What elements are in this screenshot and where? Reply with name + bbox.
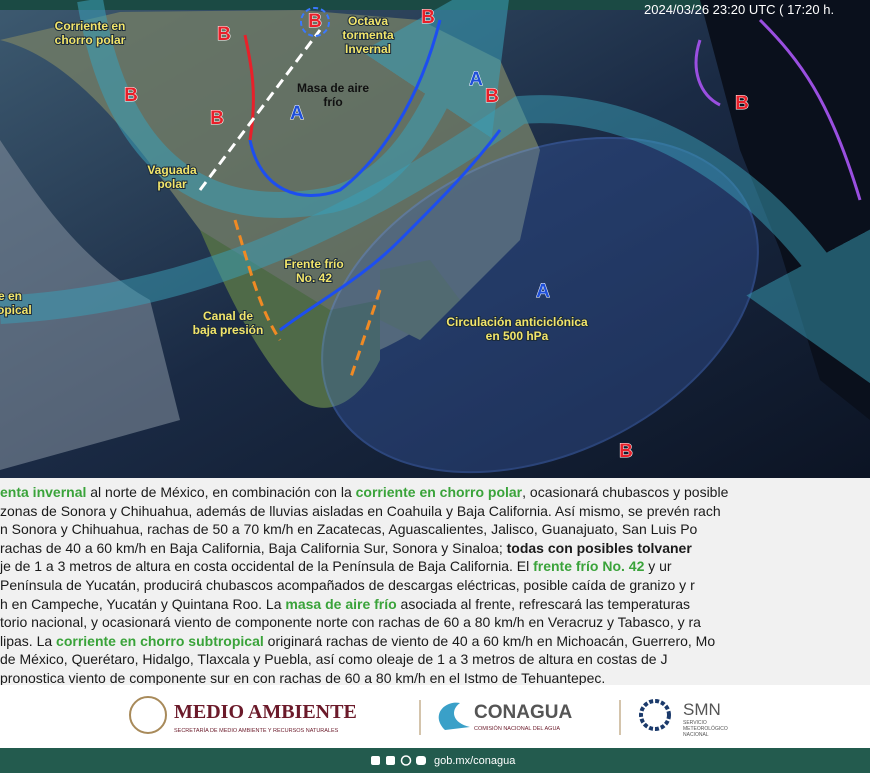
text-line: h en Campeche, Yucatán y Quintana Roo. L… [0,596,690,612]
map-label: Frente frío [284,257,343,271]
map-label: frío [323,95,342,109]
land [200,230,380,408]
text-line: torio nacional, y ocasionará viento de c… [0,614,701,630]
social-icon [386,756,395,765]
map-label: Corriente en [55,19,126,33]
pressure-center: B [308,11,322,32]
text-segment: originará rachas de viento de 40 a 60 km… [263,632,716,649]
map-label: Circulación anticiclónica [446,315,588,329]
timestamp: 2024/03/26 23:20 UTC ( 17:20 h. [644,2,835,17]
map-label: e en [0,289,22,303]
trough [198,29,322,191]
pressure-center: A [290,103,304,124]
text-segment: asociada al frente, refrescará las tempe… [396,595,691,612]
map-label: Octava [348,14,388,28]
text-line: rachas de 40 a 60 km/h en Baja Californi… [0,540,692,556]
land [380,260,460,340]
text-segment: Península de Yucatán, producirá chubasco… [0,577,695,593]
storm-symbol [300,7,330,37]
map-label: Canal de [203,309,253,323]
text-line: n Sonora y Chihuahua, rachas de 50 a 70 … [0,521,697,537]
text-segment: al norte de México, en combinación con l… [86,484,356,500]
text-segment: todas con posibles tolvaner [506,539,692,556]
map-label: Vaguada [147,163,197,177]
text-segment: corriente en chorro polar [355,484,523,500]
pressure-center: B [210,108,224,129]
low-pressure-channel [233,219,382,381]
warm-front [243,34,255,141]
text-segment: de México, Querétaro, Hidalgo, Tlaxcala … [0,651,668,668]
logo-sub: NACIONAL [683,732,709,738]
logo-sub: COMISIÓN NACIONAL DEL AGUA [474,725,560,732]
text-segment: torio nacional, y ocasionará viento de c… [0,614,701,631]
cold-front [248,19,502,332]
logos: MEDIO AMBIENTE SECRETARÍA DE MEDIO AMBIE… [0,685,870,748]
text-segment: n Sonora y Chihuahua, rachas de 50 a 70 … [0,521,698,538]
pressure-center: A [469,69,483,90]
text-segment: lipas. La [0,632,57,649]
text-segment: je de 1 a 3 metros de altura en costa oc… [0,558,534,575]
map-label: Masa de aire [297,81,369,95]
text-line: de México, Querétaro, Hidalgo, Tlaxcala … [0,651,667,667]
logo-sub: SERVICIO [683,720,707,726]
conagua-icon [438,702,470,730]
occluded-front [694,18,862,201]
map-label: No. 42 [296,271,332,285]
map-label: tropical [0,303,32,317]
map-label: en 500 hPa [486,329,549,343]
logo-name: SMN [683,700,721,719]
footer-url[interactable]: gob.mx/conagua [434,755,516,767]
text-segment: rachas de 40 a 60 km/h en Baja Californi… [0,539,507,556]
text-segment: h en Campeche, Yucatán y Quintana Roo. L… [0,595,286,612]
text-segment: , ocasionará chubascos y posible [522,484,729,500]
polar-jet [77,0,514,218]
text-segment: enta invernal [0,484,87,500]
seal [129,696,167,734]
text-line: je de 1 a 3 metros de altura en costa oc… [0,558,672,574]
text-segment: corriente en chorro subtropical [56,632,264,649]
footer-strip: gob.mx/conagua [371,755,516,767]
map-label: chorro polar [55,33,126,47]
social-icon [371,756,380,765]
pressure-center: B [421,7,435,28]
map-label: baja presión [193,323,264,337]
logo-strip: MEDIO AMBIENTE SECRETARÍA DE MEDIO AMBIE… [129,696,728,738]
text-line: zonas de Sonora y Chihuahua, además de l… [0,503,721,519]
text-line: Península de Yucatán, producirá chubasco… [0,577,695,593]
pressure-center: B [217,24,231,45]
footer: gob.mx/conagua [0,748,870,773]
pressure-center: A [536,281,550,302]
text-line: lipas. La corriente en chorro subtropica… [0,633,715,649]
text-line: enta invernal al norte de México, en com… [0,484,728,500]
forecast-text: enta invernal al norte de México, en com… [0,478,870,685]
social-icon [400,755,412,766]
smn-icon [639,699,671,731]
pressure-center: B [485,86,499,107]
map-label: polar [157,177,187,191]
pressure-center: B [619,441,633,462]
pressure-center: B [124,85,138,106]
logo-name: CONAGUA [474,702,572,723]
map-label: Invernal [345,42,391,56]
subtropical-jet [0,95,870,405]
text-segment: masa de aire frío [285,595,397,612]
text-segment: frente frío No. 42 [533,558,645,575]
logo-sub: METEOROLÓGICO [683,725,728,732]
text-segment: zonas de Sonora y Chihuahua, además de l… [0,502,721,519]
text-segment: y ur [644,558,672,575]
text-line: pronostica viento de componente sur en c… [0,670,605,685]
map-label: tormenta [342,28,394,42]
pressure-center: B [735,93,749,114]
social-icon [416,756,426,765]
text-segment: pronostica viento de componente sur en c… [0,670,606,685]
logo-sub: SECRETARÍA DE MEDIO AMBIENTE Y RECURSOS … [174,727,339,734]
logo-name: MEDIO AMBIENTE [174,701,357,723]
